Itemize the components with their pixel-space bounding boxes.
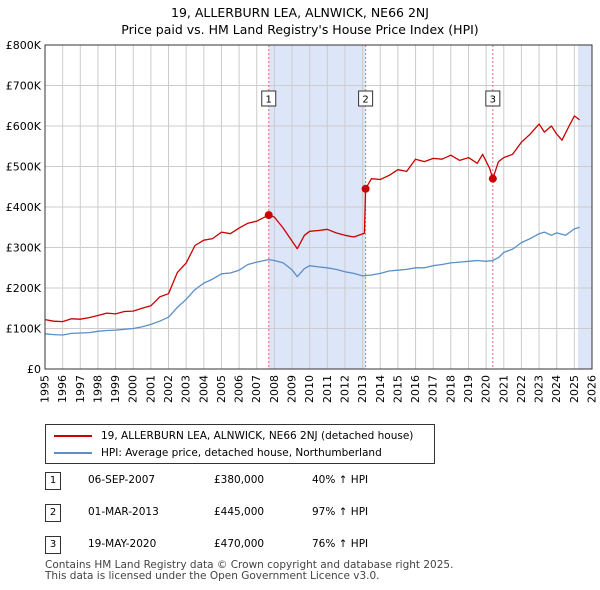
x-tick-label: 2014 — [374, 375, 387, 403]
x-tick-label: 2011 — [321, 375, 334, 403]
legend-item-hpi: HPI: Average price, detached house, Nort… — [54, 445, 382, 461]
sale-hpi-change: 97% ↑ HPI — [312, 506, 369, 518]
sale-marker-label: 1 — [266, 95, 272, 106]
sale-marker-box — [358, 90, 374, 107]
x-tick-label: 1997 — [74, 375, 87, 403]
x-tick-label: 2022 — [515, 375, 528, 403]
sale-badge: 3 — [45, 536, 61, 554]
x-tick-label: 1999 — [109, 375, 122, 403]
legend-swatch-hpi — [54, 452, 92, 454]
legend: 19, ALLERBURN LEA, ALNWICK, NE66 2NJ (de… — [45, 424, 435, 464]
sale-hpi-change: 76% ↑ HPI — [312, 538, 369, 550]
sale-badge: 2 — [45, 504, 61, 522]
sale-point — [361, 184, 370, 193]
sale-hpi-change: 40% ↑ HPI — [312, 474, 369, 486]
x-tick-label: 2004 — [197, 375, 210, 403]
sale-marker-box — [261, 90, 277, 107]
x-tick-label: 2009 — [286, 375, 299, 403]
sale-row: 3 19-MAY-2020 £470,000 76% ↑ HPI — [0, 536, 600, 556]
x-tick-label: 2017 — [427, 375, 440, 403]
footer: Contains HM Land Registry data © Crown c… — [45, 560, 453, 582]
legend-item-property: 19, ALLERBURN LEA, ALNWICK, NE66 2NJ (de… — [54, 428, 413, 444]
sale-badge: 1 — [45, 472, 61, 490]
x-tick-label: 2000 — [127, 375, 140, 403]
sale-price: £470,000 — [214, 538, 265, 550]
x-tick-label: 2023 — [533, 375, 546, 403]
sale-date: 01-MAR-2013 — [88, 506, 159, 518]
property-price-line — [44, 115, 580, 323]
x-tick-label: 2002 — [162, 375, 175, 403]
y-tick-label: £400K — [6, 201, 42, 214]
footer-copyright: Contains HM Land Registry data © Crown c… — [45, 559, 454, 571]
y-tick-label: £500K — [6, 161, 42, 174]
sale-marker-box — [485, 90, 501, 107]
chart-area: 1995 1996 1997 1998 1999 2000 2001 2002 2003 2004… — [6, 39, 599, 403]
sale-price: £380,000 — [214, 474, 265, 486]
x-tick-label: 2013 — [356, 375, 369, 403]
sale-marker-label: 3 — [490, 95, 496, 106]
y-tick-label: £300K — [6, 242, 42, 255]
sale-date: 06-SEP-2007 — [88, 474, 156, 486]
y-tick-label: £800K — [6, 39, 42, 52]
sale-row: 1 06-SEP-2007 £380,000 40% ↑ HPI — [0, 472, 600, 492]
x-tick-label: 2019 — [462, 375, 475, 403]
x-tick-label: 2025 — [568, 375, 581, 403]
x-tick-label: 2007 — [250, 375, 263, 403]
x-tick-label: 1998 — [91, 375, 104, 403]
y-tick-label: £700K — [6, 80, 42, 93]
x-tick-label: 2020 — [480, 375, 493, 403]
x-tick-label: 2006 — [233, 375, 246, 403]
x-tick-label: 2003 — [180, 375, 193, 403]
x-tick-label: 2024 — [550, 375, 563, 403]
x-tick-label: 2005 — [215, 375, 228, 403]
plot-frame — [44, 44, 593, 370]
chart-title: 19, ALLERBURN LEA, ALNWICK, NE66 2NJ — [171, 5, 429, 20]
chart-subtitle: Price paid vs. HM Land Registry's House … — [121, 22, 479, 37]
x-tick-label: 2010 — [303, 375, 316, 403]
footer-license: This data is licensed under the Open Gov… — [45, 570, 380, 582]
y-tick-label: £200K — [6, 282, 42, 295]
x-tick-label: 2012 — [338, 375, 351, 403]
x-tick-label: 2018 — [444, 375, 457, 403]
hpi-line — [44, 226, 580, 336]
sale-marker-label: 2 — [362, 95, 368, 106]
x-tick-label: 2016 — [409, 375, 422, 403]
x-tick-label: 1996 — [56, 375, 69, 403]
sale-price: £445,000 — [214, 506, 265, 518]
y-tick-label: £100K — [6, 323, 42, 336]
x-tick-label: 1995 — [39, 375, 52, 403]
sale-date: 19-MAY-2020 — [88, 538, 157, 550]
x-tick-label: 2001 — [144, 375, 157, 403]
legend-swatch-property — [54, 435, 92, 437]
x-tick-label: 2008 — [268, 375, 281, 403]
sale-row: 2 01-MAR-2013 £445,000 97% ↑ HPI — [0, 504, 600, 524]
x-tick-label: 2021 — [497, 375, 510, 403]
sale-point — [264, 211, 273, 220]
x-tick-label: 2026 — [586, 375, 599, 403]
legend-label-hpi: HPI: Average price, detached house, Nort… — [101, 447, 382, 459]
legend-label-property: 19, ALLERBURN LEA, ALNWICK, NE66 2NJ (de… — [101, 430, 414, 442]
y-tick-label: £600K — [6, 120, 42, 133]
y-tick-label: £0 — [27, 363, 41, 376]
x-tick-label: 2015 — [391, 375, 404, 403]
sale-point — [488, 174, 497, 183]
